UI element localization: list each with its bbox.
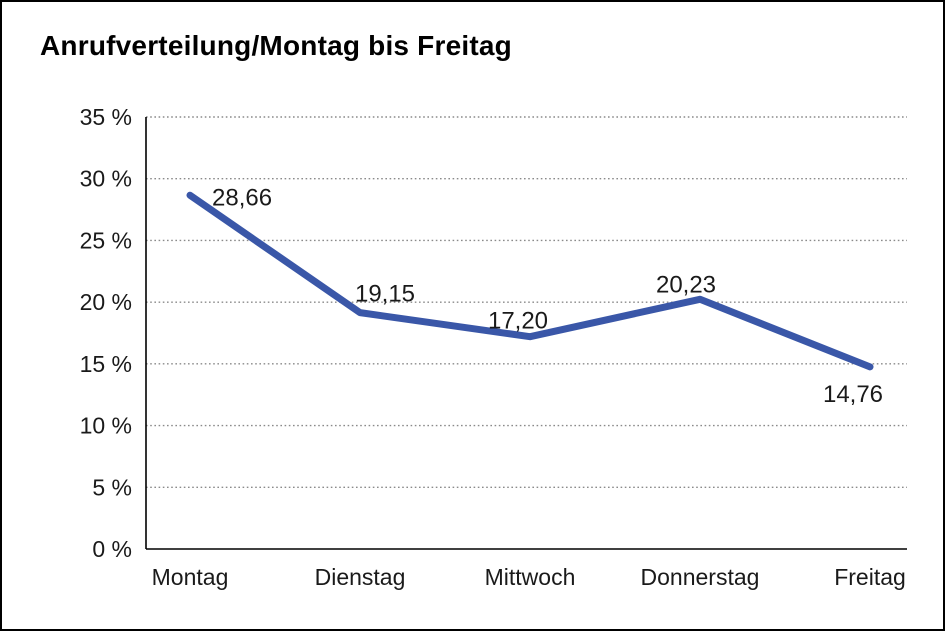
series-line (186, 191, 874, 371)
x-category-label: Dienstag (315, 564, 406, 590)
y-tick-label: 35 % (80, 104, 132, 130)
labels: 0 % 5 % 10 % 15 % 20 % 25 % 30 % 35 % Montag Dien… (80, 104, 906, 590)
y-tick-label: 30 % (80, 166, 132, 192)
gridlines (146, 116, 907, 488)
y-tick-label: 10 % (80, 413, 132, 439)
y-tick-label: 20 % (80, 289, 132, 315)
y-tick-label: 5 % (92, 474, 132, 500)
axes (145, 117, 907, 550)
data-point-label: 28,66 (212, 184, 272, 211)
x-category-label: Freitag (834, 564, 906, 590)
series-line-group (186, 191, 874, 371)
y-tick-label: 25 % (80, 227, 132, 253)
y-tick-label: 15 % (80, 351, 132, 377)
x-category-label: Donnerstag (641, 564, 760, 590)
chart-title: Anrufverteilung/Montag bis Freitag (40, 30, 512, 61)
data-point-label: 14,76 (823, 381, 883, 408)
y-tick-label: 0 % (92, 536, 132, 562)
data-point-label: 19,15 (355, 281, 415, 308)
data-point-label: 20,23 (656, 271, 716, 298)
x-category-label: Montag (152, 564, 229, 590)
data-point-label: 17,20 (488, 308, 548, 335)
x-category-label: Mittwoch (485, 564, 576, 590)
